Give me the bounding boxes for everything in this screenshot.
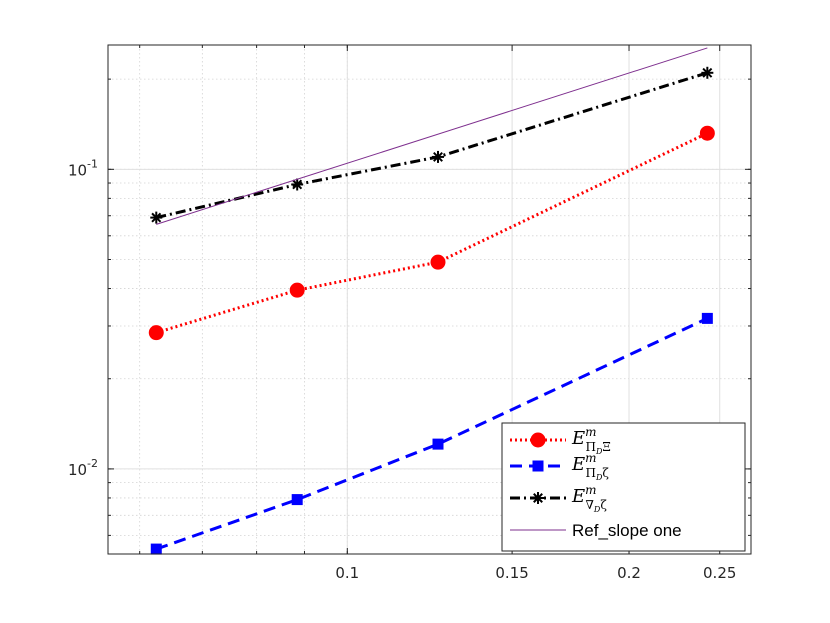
data-point-e_grad_zeta [431,150,444,163]
legend-E: E [571,454,585,475]
axes-box [107,44,752,555]
legend-label: Em ΠDζ [571,451,609,482]
legend-sup: m [585,483,596,497]
legend-sup: m [585,451,596,465]
legend-E: E [571,486,585,507]
grid [108,45,751,554]
data-point-e_pi_zeta [701,312,713,324]
y-tick-label: 10-1 [68,157,98,179]
series-e_pi_zeta [150,312,713,555]
data-point-e_grad_zeta [150,211,163,224]
legend-item-e_pi_zeta: Em ΠDζ [510,451,609,482]
legend-sub: Π [586,466,596,480]
asterisk-stroke [292,179,303,190]
legend-label: Em ∇Dζ [571,483,607,514]
series-line-e_grad_zeta [155,71,708,220]
legend-sub: Π [586,440,596,454]
asterisk-stroke [433,151,443,162]
data-point-e_pi_zeta [432,438,444,450]
series-e_pi_xi [148,125,715,341]
legend-tail: ζ [600,498,607,512]
data-point-e_pi_zeta [291,494,303,506]
series-e_grad_zeta [150,66,714,224]
legend-item-ref_slope_one: Ref_slope one [510,521,682,540]
x-tick-label: 0.15 [495,564,528,582]
legend-E: E [571,428,585,449]
legend-subsub: D [595,447,603,456]
data-point-e_pi_xi [699,125,715,141]
asterisk-stroke [702,67,713,78]
legend-marker-e_pi_zeta [532,460,544,472]
asterisk-stroke [151,212,162,223]
y-tick-exponent: -2 [87,457,98,470]
y-tick-base: 10 [68,461,87,479]
x-tick-label: 0.1 [335,564,359,582]
data-point-e_pi_xi [430,254,446,270]
series-ref_slope_one [156,47,708,225]
legend-label: Ref_slope one [572,521,682,540]
asterisk-stroke [533,493,543,503]
data-point-e_pi_xi [289,282,305,298]
y-tick-base: 10 [68,161,87,179]
y-tick-label: 10-2 [68,457,98,479]
series-line-e_pi_xi [155,131,708,335]
data-point-e_grad_zeta [701,66,714,79]
series-line-ref_slope_one [156,47,708,225]
legend-item-e_grad_zeta: Em ∇Dζ [510,483,607,514]
x-tick-label: 0.2 [617,564,641,582]
y-tick-exponent: -1 [87,157,98,170]
legend-marker-e_grad_zeta [532,492,544,504]
legend-tail: ζ [602,466,609,480]
series-layer [148,47,715,555]
legend-sup: m [585,425,596,439]
legend-tail: Ξ [602,440,610,454]
data-point-e_pi_xi [148,325,164,341]
x-tick-label: 0.25 [703,564,736,582]
legend-sub: ∇ [586,498,594,512]
legend-subsub: D [595,473,603,482]
legend-item-e_pi_xi: Em ΠDΞ [510,425,611,456]
data-point-e_pi_zeta [150,543,162,555]
legend-subsub: D [593,505,601,514]
legend-marker-e_pi_xi [530,432,546,448]
legend-label: Em ΠDΞ [571,425,611,456]
data-point-e_grad_zeta [291,178,304,191]
